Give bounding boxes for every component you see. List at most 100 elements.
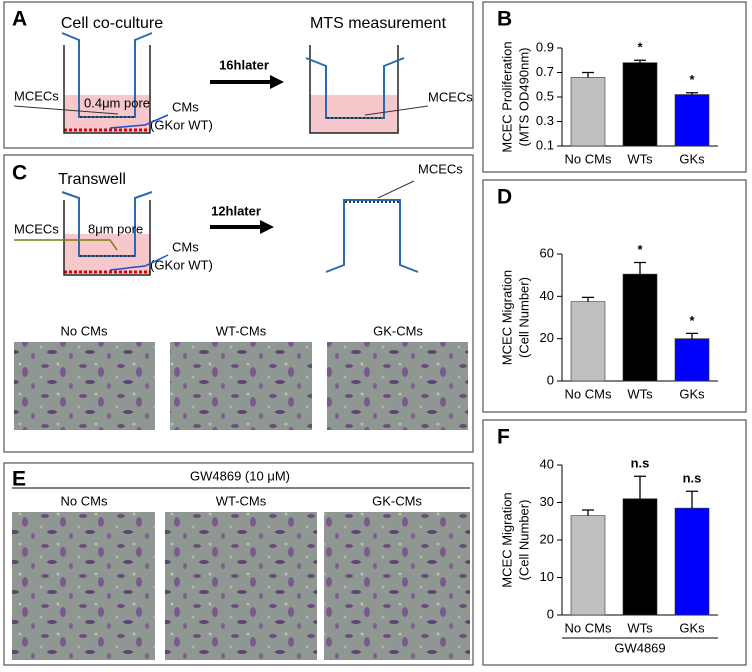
well [309,45,399,134]
y-tick-label: 0 [547,372,554,387]
error-bar [686,332,698,339]
y-axis-label: (Cell Number) [516,500,531,581]
micrograph [165,512,317,660]
label: (GKor WT) [150,117,213,132]
significance-label: * [689,313,695,328]
panel-frame [482,179,747,413]
y-tick-label: 0 [547,606,554,621]
bar [622,273,658,382]
error-bar [582,296,594,302]
y-axis-label: MCEC Migration [499,270,514,365]
x-tick-label: WTs [627,620,653,635]
y-axis-label: (MTS OD490nm) [516,48,531,147]
panel-frame [482,419,747,666]
y-tick-label: 20 [540,330,554,345]
diagram-title: Cell co-culture [61,15,163,32]
diagram-title: Transwell [58,171,126,188]
y-tick-label: 0.7 [536,64,554,79]
error-bar [634,475,646,499]
error-bar [686,490,698,509]
insert [61,32,153,118]
panel-letter: C [12,162,27,185]
label: (GKor WT) [150,257,213,272]
pointer [109,114,169,129]
image-caption: No CMs [61,493,108,508]
panel-letter: D [497,186,512,209]
treatment-label: GW4869 (10 μM) [190,468,290,483]
panel-letter: F [497,426,510,449]
bar [622,62,658,147]
panel-letter: E [12,468,26,491]
panel-frame [482,1,747,173]
significance-label: n.s [631,456,650,471]
label: 0.4μm pore [84,95,150,110]
insert [61,191,153,257]
image-caption: GK-CMs [372,493,422,508]
micrograph [170,342,312,430]
insert [325,199,419,273]
y-tick-label: 20 [540,531,554,546]
bar [570,77,606,147]
micrograph [327,342,468,430]
image-caption: GK-CMs [373,323,423,338]
well [63,45,151,134]
y-tick-label: 0.5 [536,88,554,103]
error-bar [634,59,646,63]
label: MCECs [428,89,473,104]
arrow-head [270,75,284,89]
micrograph [12,512,155,660]
bar [674,507,710,616]
x-tick-label: GKs [679,151,705,166]
x-tick-label: No CMs [565,620,612,635]
pointer [109,254,169,271]
significance-label: * [637,40,643,55]
image-caption: WT-CMs [216,493,267,508]
y-axis-label: MCEC Migration [499,492,514,587]
arrow-label: 16hlater [219,57,269,72]
well [63,200,151,276]
y-tick-label: 40 [540,456,554,471]
arrow-label: 12hlater [211,203,261,218]
label: MCECs [14,88,59,103]
y-tick-label: 10 [540,569,554,584]
panel-frame [3,1,474,149]
error-bar [582,509,594,516]
panel-frame [3,462,474,666]
x-tick-label: GKs [679,386,705,401]
label: MCECs [418,161,463,176]
pointer [13,105,119,115]
y-tick-label: 0.9 [536,39,554,54]
y-tick-label: 60 [540,245,554,260]
x-tick-label: GKs [679,620,705,635]
panel-frame [3,154,474,453]
y-tick-label: 0.3 [536,113,554,128]
label: MCECs [14,221,59,236]
micrograph [14,342,155,430]
x-tick-label: No CMs [565,151,612,166]
bar [674,338,710,382]
label: 8μm pore [88,221,143,236]
error-bar [634,261,646,275]
x-tick-label: WTs [627,386,653,401]
pointer [377,180,415,199]
significance-label: * [689,72,695,87]
image-caption: WT-CMs [216,323,267,338]
significance-label: n.s [683,471,702,486]
bar [570,301,606,382]
significance-label: * [637,242,643,257]
y-tick-label: 30 [540,494,554,509]
y-axis-label: (Cell Number) [516,277,531,358]
error-bar [582,71,594,78]
panel-letter: B [497,8,512,31]
y-tick-label: 40 [540,288,554,303]
y-axis-label: MCEC Proliferation [499,41,514,152]
panel-letter: A [12,8,27,31]
bar [674,94,710,147]
y-tick-label: 0.1 [536,137,554,152]
x-axis-label: GW4869 [614,640,665,655]
bar [622,498,658,616]
bar [570,515,606,616]
diagram-title: MTS measurement [310,15,447,32]
label: CMs [172,239,199,254]
